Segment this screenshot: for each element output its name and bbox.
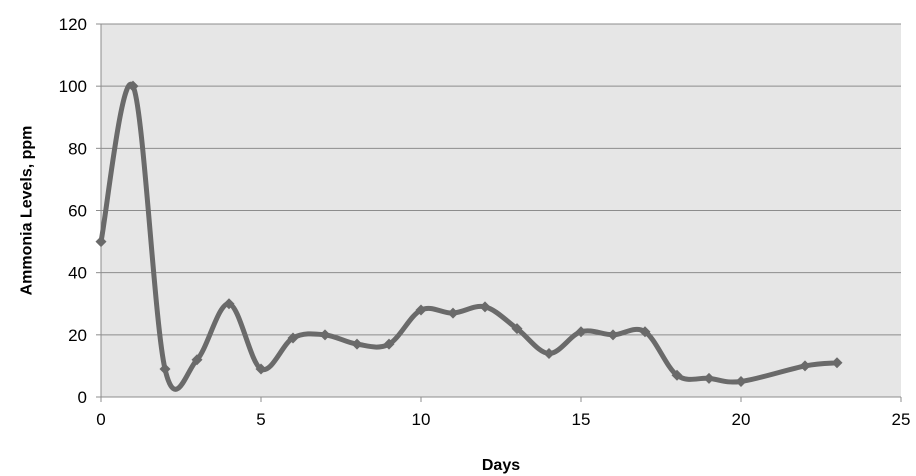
- x-axis-title: Days: [482, 457, 520, 474]
- y-tick-label-5: 100: [59, 77, 87, 96]
- data-point-14: [543, 347, 555, 359]
- data-point-5: [255, 363, 267, 375]
- y-tick-label-4: 80: [68, 139, 87, 158]
- data-point-12: [479, 301, 491, 313]
- data-point-13: [511, 323, 523, 335]
- data-point-1: [127, 80, 139, 92]
- data-point-18: [671, 369, 683, 381]
- data-point-6: [287, 332, 299, 344]
- data-point-10: [415, 304, 427, 316]
- data-point-21: [799, 360, 811, 372]
- data-point-15: [575, 326, 587, 338]
- x-tick-label-2: 10: [412, 410, 431, 429]
- data-point-17: [639, 326, 651, 338]
- y-tick-label-0: 0: [78, 388, 87, 407]
- x-tick-label-4: 20: [732, 410, 751, 429]
- y-tick-label-6: 120: [59, 15, 87, 34]
- data-point-9: [383, 338, 395, 350]
- x-tick-label-0: 0: [96, 410, 105, 429]
- data-point-16: [607, 329, 619, 341]
- y-tick-label-1: 20: [68, 326, 87, 345]
- data-point-3: [191, 354, 203, 366]
- data-point-22: [831, 357, 843, 369]
- data-point-19: [703, 372, 715, 384]
- data-point-2: [159, 363, 171, 375]
- data-point-7: [319, 329, 331, 341]
- data-point-0: [95, 236, 107, 248]
- data-point-8: [351, 338, 363, 350]
- y-axis-ticks: 0 20 40 60 80 100 120: [59, 15, 101, 407]
- x-tick-label-5: 25: [892, 410, 911, 429]
- y-axis-title: Ammonia Levels, ppm: [19, 126, 36, 296]
- gridlines: [101, 23, 901, 336]
- data-point-20: [735, 375, 747, 387]
- x-tick-label-3: 15: [572, 410, 591, 429]
- data-point-4: [223, 298, 235, 310]
- y-tick-label-3: 60: [68, 202, 87, 221]
- series-layer: [95, 80, 843, 392]
- y-tick-label-2: 40: [68, 264, 87, 283]
- x-tick-label-1: 5: [256, 410, 265, 429]
- data-point-11: [447, 307, 459, 319]
- x-axis-ticks: 0 5 10 15 20 25: [96, 397, 910, 429]
